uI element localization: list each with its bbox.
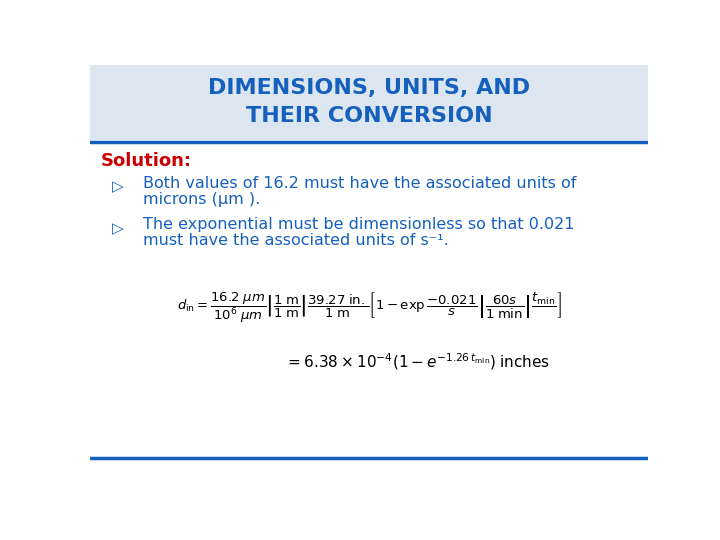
Text: The exponential must be dimensionless so that 0.021: The exponential must be dimensionless so…	[143, 218, 575, 232]
Text: DIMENSIONS, UNITS, AND: DIMENSIONS, UNITS, AND	[208, 78, 530, 98]
Text: ▷: ▷	[112, 221, 124, 235]
Text: ▷: ▷	[112, 179, 124, 194]
Text: microns (μm ).: microns (μm ).	[143, 192, 260, 207]
Bar	[90, 65, 648, 140]
Text: Solution:: Solution:	[101, 152, 192, 170]
Text: $= 6.38 \times 10^{-4}(1 - e^{-1.26\,t_{\mathrm{min}}})\;\mathrm{inches}$: $= 6.38 \times 10^{-4}(1 - e^{-1.26\,t_{…	[285, 352, 550, 373]
Text: must have the associated units of s⁻¹.: must have the associated units of s⁻¹.	[143, 233, 449, 248]
Text: $d_{\mathrm{in}} = \dfrac{16.2\;\mu m}{10^6\;\mu m}\left|\dfrac{1\;\mathrm{m}}{1: $d_{\mathrm{in}} = \dfrac{16.2\;\mu m}{1…	[176, 291, 562, 325]
Text: Both values of 16.2 must have the associated units of: Both values of 16.2 must have the associ…	[143, 176, 577, 191]
Text: THEIR CONVERSION: THEIR CONVERSION	[246, 106, 492, 126]
